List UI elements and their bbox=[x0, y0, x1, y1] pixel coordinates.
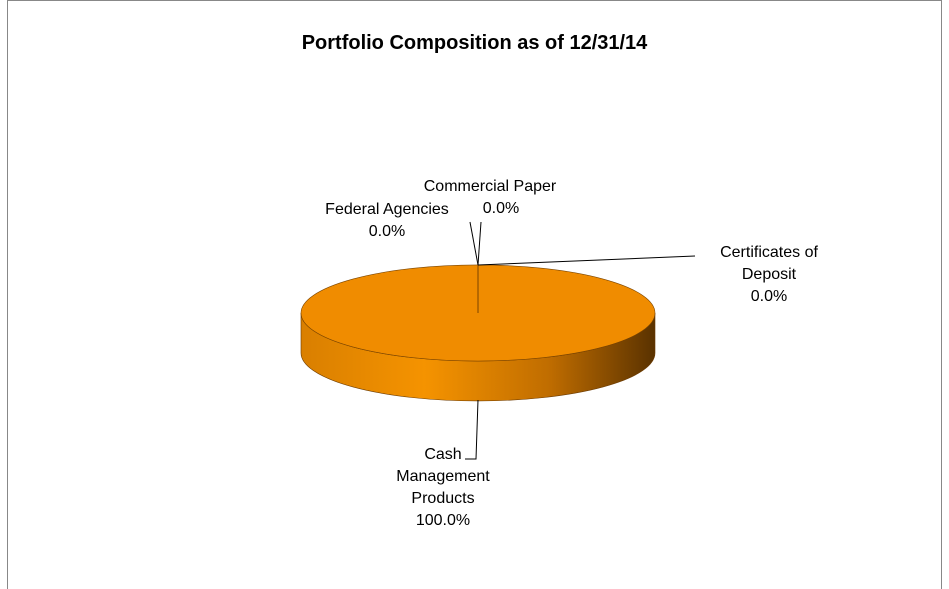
slice-value: 0.0% bbox=[368, 223, 406, 240]
leader-line bbox=[477, 255, 696, 266]
slice-value: 0.0% bbox=[750, 288, 788, 305]
slice-label: Federal Agencies 0.0% bbox=[297, 199, 477, 243]
slice-category: Cash Management Products bbox=[396, 446, 490, 507]
slice-label: Cash Management Products 100.0% bbox=[378, 444, 508, 532]
leader-line bbox=[465, 399, 479, 460]
slice-category: Commercial Paper bbox=[423, 178, 557, 195]
leader-lines bbox=[465, 221, 696, 460]
chart-frame bbox=[7, 0, 942, 589]
leader-line bbox=[477, 221, 482, 266]
slice-category: Certificates of Deposit bbox=[720, 244, 818, 283]
chart-title: Portfolio Composition as of 12/31/14 bbox=[301, 32, 648, 54]
slice-label: Commercial Paper 0.0% bbox=[410, 176, 570, 220]
slice-value: 0.0% bbox=[482, 200, 520, 217]
slice-category: Federal Agencies bbox=[325, 201, 449, 218]
slice-value: 100.0% bbox=[415, 512, 471, 529]
slice-label: Certificates of Deposit 0.0% bbox=[694, 242, 844, 308]
pie bbox=[300, 264, 656, 402]
leader-line bbox=[469, 221, 479, 266]
